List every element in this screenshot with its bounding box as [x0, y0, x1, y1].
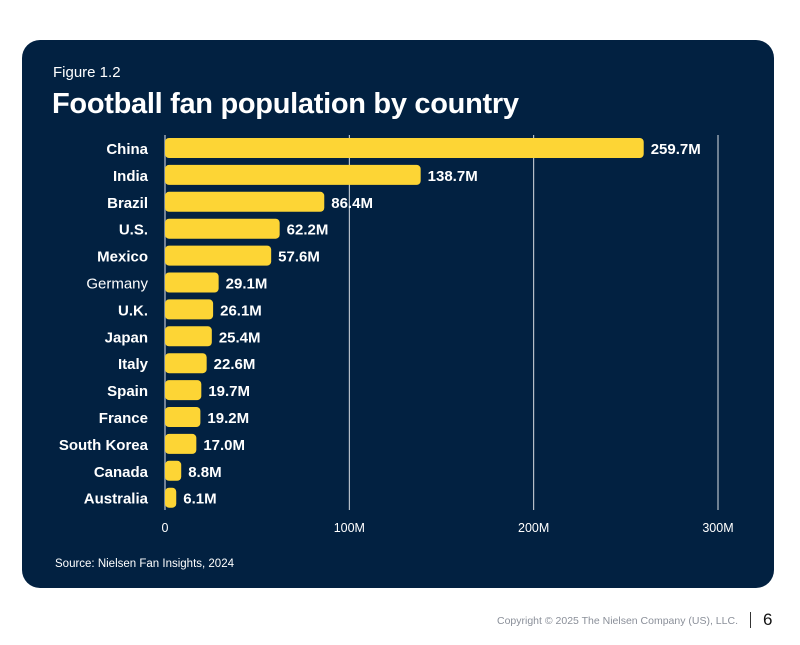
- category-label: Canada: [94, 464, 149, 481]
- category-label: France: [99, 410, 148, 427]
- category-label: Spain: [107, 383, 148, 400]
- bar: [165, 380, 202, 401]
- value-label: 17.0M: [203, 437, 245, 454]
- category-label: Australia: [84, 491, 149, 508]
- x-tick-label: 300M: [702, 521, 733, 535]
- category-label: U.K.: [118, 302, 148, 319]
- bar: [165, 218, 280, 239]
- value-label: 25.4M: [219, 329, 261, 346]
- category-label: China: [106, 141, 148, 158]
- value-label: 259.7M: [651, 141, 701, 158]
- source-note: Source: Nielsen Fan Insights, 2024: [55, 558, 234, 570]
- bar: [165, 191, 325, 212]
- x-tick-label: 0: [162, 521, 169, 535]
- bar: [165, 433, 197, 454]
- category-label: Italy: [118, 356, 149, 373]
- bar: [165, 138, 644, 158]
- bar: [165, 487, 177, 508]
- category-label: India: [113, 168, 149, 185]
- bar: [165, 245, 272, 266]
- category-label: Mexico: [97, 249, 148, 266]
- bar: [165, 460, 182, 481]
- bar: [165, 272, 219, 293]
- value-label: 57.6M: [278, 249, 320, 266]
- bar: [165, 353, 207, 374]
- value-label: 19.2M: [207, 410, 249, 427]
- x-tick-label: 100M: [334, 521, 365, 535]
- page-number: 6: [763, 610, 773, 629]
- chart-card: Figure 1.2 Football fan population by co…: [22, 40, 774, 588]
- chart-title: Football fan population by country: [52, 88, 519, 120]
- copyright-text: Copyright © 2025 The Nielsen Company (US…: [497, 615, 738, 627]
- value-label: 29.1M: [226, 276, 268, 293]
- category-label: U.S.: [119, 222, 148, 239]
- category-label: Germany: [86, 276, 148, 293]
- x-tick-label: 200M: [518, 521, 549, 535]
- category-label: Japan: [105, 329, 148, 346]
- value-label: 8.8M: [188, 464, 221, 481]
- value-label: 19.7M: [208, 383, 250, 400]
- footer-divider: [750, 612, 751, 628]
- bar: [165, 299, 214, 320]
- bar: [165, 164, 421, 185]
- value-label: 138.7M: [428, 168, 478, 185]
- category-label: Brazil: [107, 195, 148, 212]
- value-label: 22.6M: [214, 356, 256, 373]
- bar: [165, 407, 201, 427]
- value-label: 86.4M: [331, 195, 373, 212]
- value-label: 26.1M: [220, 302, 262, 319]
- figure-label: Figure 1.2: [53, 64, 121, 81]
- value-label: 6.1M: [183, 491, 216, 508]
- bar: [165, 326, 212, 347]
- category-label: South Korea: [59, 437, 149, 454]
- value-label: 62.2M: [287, 222, 329, 239]
